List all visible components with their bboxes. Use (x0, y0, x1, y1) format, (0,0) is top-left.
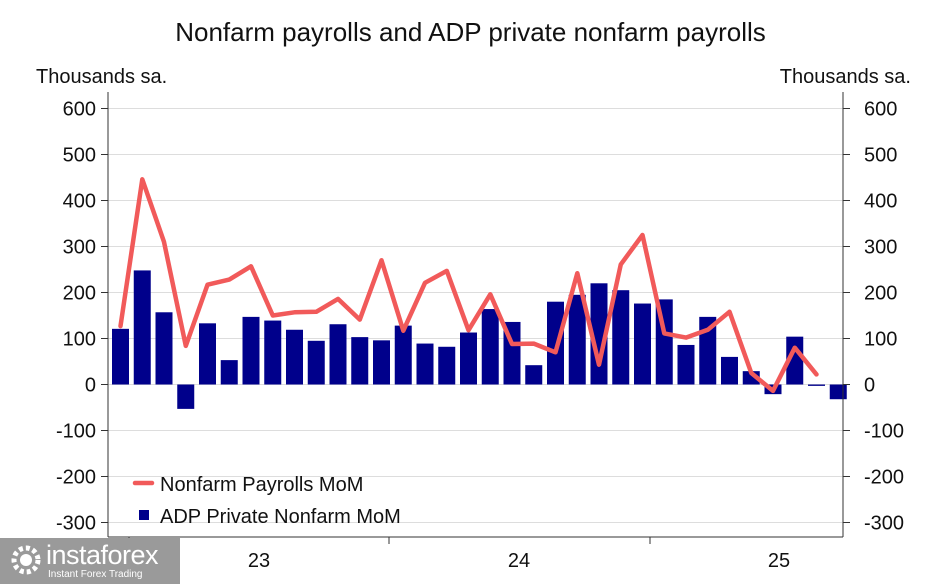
adp-bar (547, 301, 564, 385)
adp-bar (525, 365, 543, 385)
x-tick-label: 24 (508, 550, 530, 572)
adp-bar (568, 294, 586, 385)
y-tick-label-left: 0 (85, 375, 96, 397)
instaforex-brand: instaforex (46, 540, 159, 570)
adp-bar (373, 340, 390, 385)
chart-title: Nonfarm payrolls and ADP private nonfarm… (175, 17, 766, 47)
y-tick-label-right: 200 (864, 283, 897, 305)
adp-bar (177, 384, 195, 409)
x-tick-label: 25 (768, 550, 790, 572)
adp-bar (329, 324, 347, 385)
adp-bars (112, 270, 847, 409)
adp-bar (394, 325, 412, 385)
instaforex-logo-icon (11, 545, 41, 575)
instaforex-watermark: instaforex Instant Forex Trading (0, 538, 180, 584)
legend: Nonfarm Payrolls MoM ADP Private Nonfarm … (132, 474, 401, 528)
y-tick-label-left: -300 (56, 513, 96, 535)
y-tick-label-left: -100 (56, 421, 96, 443)
adp-bar (634, 303, 651, 385)
y-tick-label-right: 300 (864, 237, 897, 259)
adp-bar (699, 316, 717, 385)
adp-bar (612, 290, 630, 385)
adp-bar (677, 344, 695, 385)
y-tick-label-left: 500 (63, 145, 96, 167)
adp-bar (242, 316, 260, 385)
y-tick-label-left: -200 (56, 467, 96, 489)
adp-bar (590, 283, 608, 385)
x-tick-label: 23 (248, 550, 270, 572)
adp-bar (721, 356, 738, 385)
adp-bar (286, 329, 303, 385)
adp-bar (438, 346, 456, 385)
y-tick-label-left: 100 (63, 329, 96, 351)
adp-bar (829, 384, 847, 400)
instaforex-tagline: Instant Forex Trading (48, 569, 143, 580)
adp-bar (220, 360, 238, 385)
adp-bar (481, 309, 499, 385)
adp-bar (112, 328, 129, 385)
adp-bar (155, 312, 173, 385)
y-tick-label-right: -300 (864, 513, 904, 535)
adp-bar (416, 343, 434, 385)
y-tick-label-left: 600 (63, 99, 96, 121)
adp-bar (460, 332, 477, 385)
nonfarm-payrolls-line (118, 177, 819, 394)
adp-bar (351, 337, 369, 385)
y-tick-label-right: 500 (864, 145, 897, 167)
adp-bar (199, 323, 216, 385)
y-tick-label-left: 200 (63, 283, 96, 305)
y-tick-label-left: 300 (63, 237, 96, 259)
axes: 600 600 500 500 400 400 300 300 200 200 100 100 0 0 -1… (56, 92, 904, 572)
y-tick-label-right: 100 (864, 329, 897, 351)
legend-bar-swatch (139, 510, 149, 520)
adp-bar (264, 320, 282, 385)
legend-adp-private: ADP Private Nonfarm MoM (160, 506, 401, 528)
adp-bar (808, 384, 825, 386)
y-tick-label-right: 0 (864, 375, 875, 397)
adp-bar (786, 336, 804, 385)
y-tick-label-right: -200 (864, 467, 904, 489)
y-tick-label-right: -100 (864, 421, 904, 443)
right-axis-unit-label: Thousands sa. (779, 66, 911, 88)
y-tick-label-left: 400 (63, 191, 96, 213)
adp-bar (133, 270, 151, 385)
y-tick-label-right: 400 (864, 191, 897, 213)
legend-nonfarm-payrolls: Nonfarm Payrolls MoM (160, 474, 363, 496)
left-axis-unit-label: Thousands sa. (36, 66, 168, 88)
y-tick-label-right: 600 (864, 99, 897, 121)
adp-bar (307, 340, 325, 385)
